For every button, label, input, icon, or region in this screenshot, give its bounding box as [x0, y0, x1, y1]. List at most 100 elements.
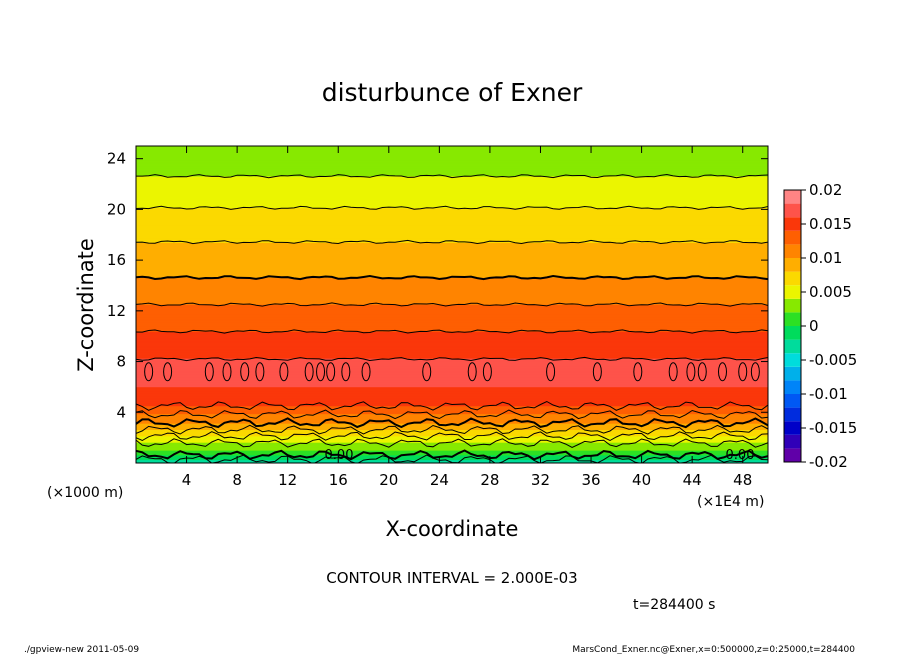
band	[136, 228, 768, 231]
band	[136, 261, 768, 264]
band	[136, 185, 768, 188]
band	[136, 232, 768, 236]
x-axis: 4 8 12 16 20 24 28 32 36 40 44 48	[182, 146, 752, 489]
contour-cell	[686, 362, 696, 382]
colorbar-segment	[784, 298, 801, 313]
band	[136, 146, 768, 148]
band	[136, 166, 768, 169]
band	[136, 312, 768, 315]
band	[136, 324, 768, 327]
band	[136, 388, 768, 391]
band	[136, 397, 768, 400]
contour-interval-text: CONTOUR INTERVAL = 2.000E-03	[326, 569, 577, 587]
band	[136, 415, 768, 418]
contour-cell	[738, 362, 748, 382]
band	[136, 424, 768, 427]
band	[136, 285, 768, 288]
band	[136, 278, 768, 282]
band	[136, 310, 768, 313]
colorbar-segment	[784, 394, 801, 408]
band	[136, 410, 768, 413]
band	[136, 199, 768, 202]
band	[136, 258, 768, 261]
x-tick-label: 16	[329, 471, 348, 489]
band	[136, 364, 768, 367]
band	[136, 389, 768, 392]
band	[136, 174, 768, 177]
band	[136, 400, 768, 404]
contour-line	[136, 239, 768, 245]
band	[136, 177, 768, 180]
contour-cells	[144, 362, 760, 382]
contour-line	[136, 431, 768, 442]
band	[136, 243, 768, 247]
contour-label-left: 0.00	[325, 448, 354, 463]
band	[136, 399, 768, 402]
plot-frame	[135, 145, 769, 464]
y-tick-label: 12	[107, 302, 126, 320]
band	[136, 373, 768, 377]
y-tick-label: 24	[107, 150, 126, 168]
contour-cell	[668, 362, 678, 382]
band	[136, 405, 768, 408]
colorbar-segment	[784, 258, 801, 272]
band	[136, 190, 768, 193]
band	[136, 213, 768, 217]
band	[136, 342, 768, 345]
band	[136, 255, 768, 258]
band	[136, 293, 768, 296]
contour-cell	[279, 362, 289, 382]
band	[136, 245, 768, 248]
contour-cell	[222, 362, 232, 382]
band	[136, 153, 768, 156]
contour-cell	[717, 362, 727, 382]
band	[136, 156, 768, 159]
band	[136, 221, 768, 224]
band	[136, 155, 768, 158]
band	[136, 419, 768, 423]
band	[136, 435, 768, 438]
band	[136, 256, 768, 259]
contour-line	[136, 417, 768, 429]
band	[136, 320, 768, 323]
band	[136, 313, 768, 316]
colorbar-segment	[784, 448, 801, 462]
colorbar	[784, 190, 801, 462]
colorbar-segment	[784, 407, 801, 422]
colorbar-tick-label: 0.01	[809, 249, 842, 267]
band	[136, 366, 768, 369]
x-tick-label: 20	[379, 471, 398, 489]
band	[136, 437, 768, 440]
band	[136, 215, 768, 218]
band	[136, 308, 768, 312]
band	[136, 392, 768, 396]
colorbar-segment	[784, 190, 801, 204]
contour-lines	[136, 173, 768, 463]
band	[136, 242, 768, 245]
band	[136, 282, 768, 285]
colorbar-segment	[784, 326, 801, 340]
contour-line	[136, 274, 768, 281]
chart-title: disturbunce of Exner	[322, 78, 583, 107]
band	[136, 418, 768, 421]
colorbar-segment	[784, 366, 801, 381]
band	[136, 335, 768, 339]
band	[136, 209, 768, 212]
colorbar-tick-label: 0.005	[809, 283, 852, 301]
band	[136, 411, 768, 415]
contour-line	[136, 356, 768, 362]
band	[136, 385, 768, 388]
colorbar-segment	[784, 230, 801, 245]
contour-line	[136, 329, 768, 334]
x-tick-label: 40	[632, 471, 651, 489]
band	[136, 315, 768, 318]
band	[136, 302, 768, 305]
band	[136, 180, 768, 183]
contour-labels: 0.00 0.00	[325, 448, 755, 463]
contour-cell	[546, 362, 556, 382]
band	[136, 337, 768, 340]
band	[136, 457, 768, 461]
band	[136, 294, 768, 297]
colorbar-segment	[784, 380, 801, 394]
